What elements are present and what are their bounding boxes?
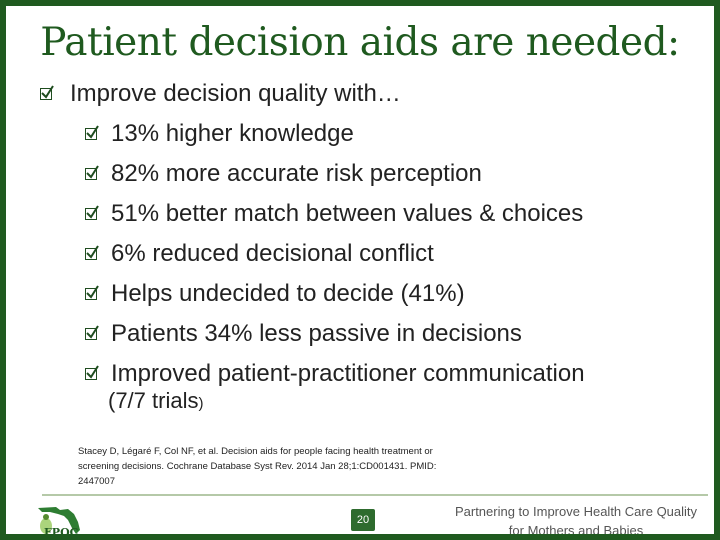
checkbox-bullet-icon bbox=[85, 245, 99, 260]
bullet-text: 51% better match between values & choice… bbox=[111, 200, 584, 227]
checkbox-bullet-icon bbox=[85, 325, 99, 340]
bullet-text: Patients 34% less passive in decisions bbox=[111, 320, 522, 347]
slide-title: Patient decision aids are needed: bbox=[40, 20, 680, 65]
tagline-line-1: Partnering to Improve Health Care Qualit… bbox=[454, 504, 698, 519]
logo-text: FPQC bbox=[44, 526, 79, 539]
checkbox-bullet-icon bbox=[85, 365, 99, 380]
page-number-badge: 20 bbox=[351, 509, 375, 531]
bullet-sub: Helps undecided to decide (41%) bbox=[36, 278, 714, 318]
checkbox-bullet-icon bbox=[40, 85, 54, 100]
bullet-main: Improve decision quality with… bbox=[36, 78, 714, 118]
tagline-line-2: for Mothers and Babies bbox=[508, 523, 644, 538]
continuation-tail: ) bbox=[198, 395, 204, 412]
bullet-sub: 6% reduced decisional conflict bbox=[36, 238, 714, 278]
fpqc-logo-icon bbox=[34, 500, 94, 534]
footer-divider bbox=[42, 494, 708, 496]
bullet-sub: Improved patient-practitioner communicat… bbox=[36, 358, 714, 398]
bullet-sub: Patients 34% less passive in decisions bbox=[36, 318, 714, 358]
continuation-text: (7/7 trials bbox=[108, 388, 199, 413]
bullet-text: Helps undecided to decide (41%) bbox=[111, 280, 465, 307]
bullet-text: Improve decision quality with… bbox=[70, 80, 401, 107]
bullet-continuation: (7/7 trials) bbox=[36, 388, 714, 417]
bullet-text: 6% reduced decisional conflict bbox=[111, 240, 434, 267]
bullet-text: 82% more accurate risk perception bbox=[111, 160, 482, 187]
bullet-sub: 51% better match between values & choice… bbox=[36, 198, 714, 238]
bullet-sub: 13% higher knowledge bbox=[36, 118, 714, 158]
bullet-sub: 82% more accurate risk perception bbox=[36, 158, 714, 198]
citation: Stacey D, Légaré F, Col NF, et al. Decis… bbox=[78, 446, 437, 487]
bullet-list: Improve decision quality with… 13% highe… bbox=[36, 78, 714, 417]
checkbox-bullet-icon bbox=[85, 125, 99, 140]
bullet-text: 13% higher knowledge bbox=[111, 120, 354, 147]
checkbox-bullet-icon bbox=[85, 285, 99, 300]
checkbox-bullet-icon bbox=[85, 205, 99, 220]
footer-tagline: Partnering to Improve Health Care Qualit… bbox=[436, 502, 714, 538]
checkbox-bullet-icon bbox=[85, 165, 99, 180]
bullet-text: Improved patient-practitioner communicat… bbox=[111, 360, 585, 387]
